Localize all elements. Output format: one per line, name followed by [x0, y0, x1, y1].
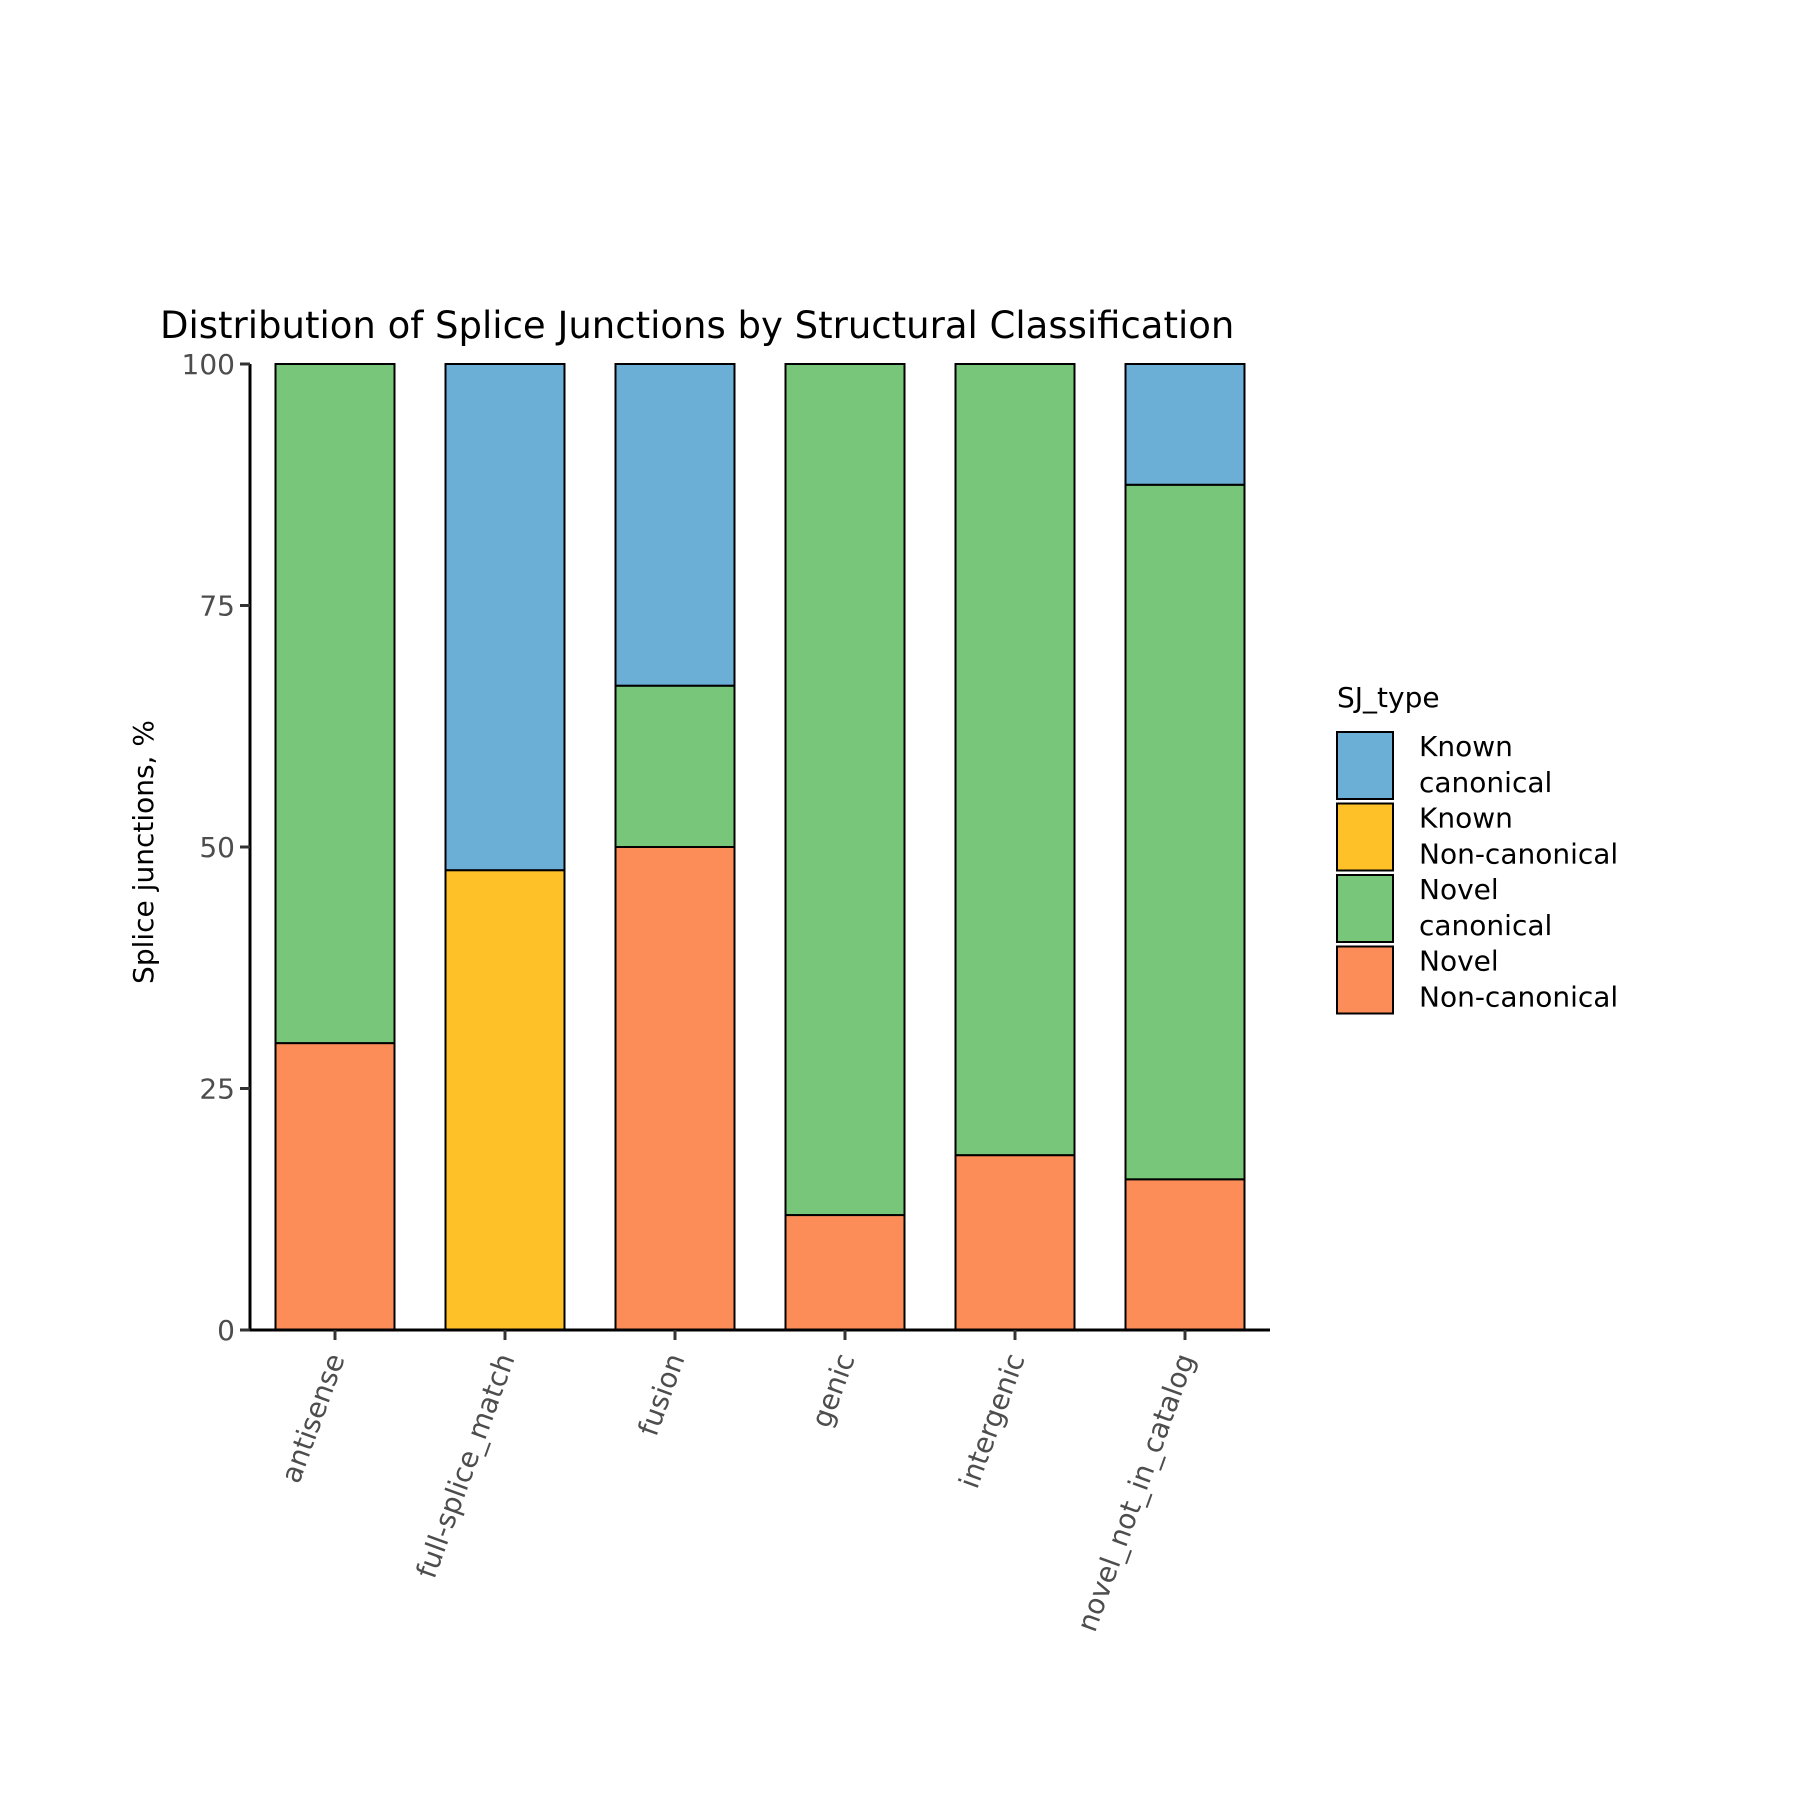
- y-tick-label-75: 75: [199, 590, 235, 623]
- bar-fusion-novel-canonical: [614, 684, 736, 848]
- y-tick-label-100: 100: [182, 348, 235, 381]
- bar-novel-not-in-catalog-novel-canonical: [1124, 483, 1246, 1181]
- bar-antisense-novel-canonical: [274, 363, 396, 1045]
- chart-title: Distribution of Splice Junctions by Stru…: [160, 304, 1234, 347]
- y-tick-label-50: 50: [199, 831, 235, 864]
- y-tick-label-25: 25: [199, 1073, 235, 1106]
- bar-full-splice-match-known-canonical: [444, 363, 566, 872]
- x-tick-label-antisense: antisense: [274, 1349, 351, 1487]
- x-tick-label-fusion: fusion: [632, 1349, 692, 1440]
- x-tick-label-intergenic: intergenic: [952, 1349, 1031, 1492]
- legend-key-novel-canonical: [1336, 874, 1394, 943]
- legend-item-novel-non-canonical: Novel Non-canonical: [1336, 945, 1618, 1015]
- legend-key-known-non-canonical: [1336, 802, 1394, 872]
- legend-item-known-canonical: Known canonical: [1336, 730, 1552, 800]
- bar-genic-novel-canonical: [784, 363, 906, 1217]
- bar-fusion-novel-non-canonical: [614, 846, 736, 1331]
- bar-fusion-known-canonical: [614, 363, 736, 687]
- bar-antisense-novel-non-canonical: [274, 1042, 396, 1331]
- bar-intergenic-novel-non-canonical: [954, 1154, 1076, 1332]
- bar-genic-novel-non-canonical: [784, 1214, 906, 1332]
- legend-key-novel-non-canonical: [1336, 945, 1394, 1015]
- bar-full-splice-match-known-non-canonical: [444, 869, 566, 1331]
- y-axis-label: Splice junctions, %: [127, 720, 160, 984]
- x-tick-label-full-splice-match: full-splice_match: [410, 1349, 522, 1582]
- legend-label-novel-canonical: Novel canonical: [1419, 873, 1552, 942]
- x-tick-label-genic: genic: [805, 1349, 862, 1432]
- bar-intergenic-novel-canonical: [954, 363, 1076, 1157]
- legend-title: SJ_type: [1337, 681, 1440, 714]
- legend-label-known-canonical: Known canonical: [1419, 730, 1552, 799]
- bar-novel-not-in-catalog-known-canonical: [1124, 363, 1246, 486]
- legend-item-known-non-canonical: Known Non-canonical: [1336, 802, 1618, 872]
- plot-area: [274, 363, 1246, 1332]
- legend-key-known-canonical: [1336, 731, 1394, 800]
- y-tick-label-0: 0: [217, 1314, 235, 1347]
- legend-label-novel-non-canonical: Novel Non-canonical: [1419, 945, 1618, 1014]
- legend-label-known-non-canonical: Known Non-canonical: [1419, 802, 1618, 871]
- legend-item-novel-canonical: Novel canonical: [1336, 873, 1552, 943]
- bar-novel-not-in-catalog-novel-non-canonical: [1124, 1178, 1246, 1332]
- x-tick-label-novel-not-in-catalog: novel_not_in_catalog: [1070, 1349, 1201, 1636]
